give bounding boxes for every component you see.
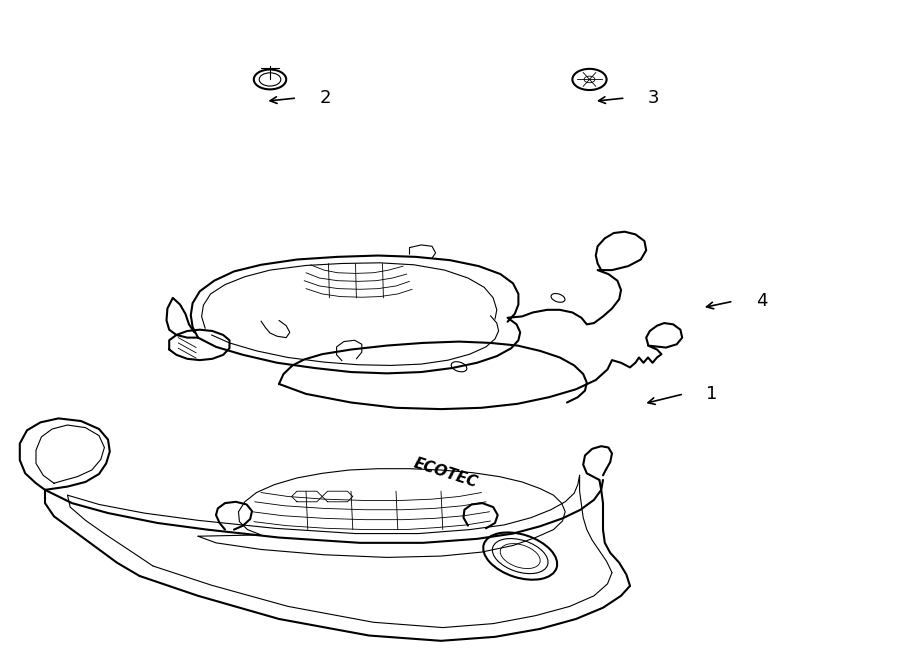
Text: 1: 1	[706, 385, 718, 403]
Text: 2: 2	[320, 89, 331, 107]
Text: 4: 4	[756, 292, 768, 310]
Text: 3: 3	[648, 89, 660, 107]
Text: ECOTEC: ECOTEC	[411, 456, 480, 491]
